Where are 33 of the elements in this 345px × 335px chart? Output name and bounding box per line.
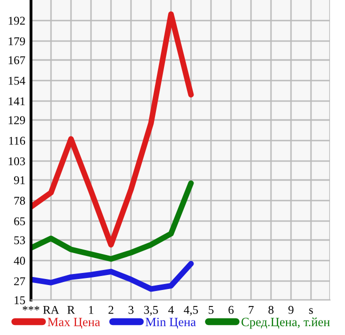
y-tick-label: 192: [8, 16, 25, 25]
x-tick-label: 5: [208, 306, 214, 314]
x-tick-label: 6: [228, 306, 234, 314]
x-tick-label: ***: [22, 306, 40, 310]
y-tick-label: 179: [8, 37, 25, 46]
x-tick-label: s: [309, 308, 313, 314]
x-tick-label: RA: [43, 306, 60, 314]
x-tick-label: 1: [89, 306, 94, 314]
y-tick-label: 27: [14, 277, 26, 286]
x-tick-label: 4,5: [184, 306, 198, 316]
y-tick-label: 78: [14, 196, 25, 205]
legend-label: Min Цена: [146, 318, 196, 329]
x-tick-label: 4: [168, 306, 174, 314]
x-tick-label: 8: [268, 306, 274, 314]
y-tick-label: 167: [8, 56, 26, 64]
y-tick-label: 53: [14, 236, 25, 244]
legend-label: Max Цена: [48, 318, 100, 329]
y-tick-label: 154: [8, 76, 26, 85]
y-tick-label: 40: [14, 256, 25, 265]
y-tick-label: 65: [14, 217, 25, 226]
y-tick-label: 91: [14, 176, 25, 184]
x-tick-label: 9: [288, 306, 294, 314]
y-tick-label: 141: [8, 97, 25, 106]
x-tick-label: 3: [128, 306, 134, 314]
x-tick-label: 7: [248, 306, 254, 314]
y-tick-label: 116: [9, 136, 26, 145]
legend-label: Сред.Цена, т.йен: [242, 318, 330, 329]
y-tick-label: 103: [8, 157, 25, 166]
x-tick-label: 3,5: [144, 306, 158, 316]
y-tick-label: 129: [8, 116, 25, 124]
y-tick-label: 15: [14, 296, 25, 304]
x-tick-label: R: [67, 306, 75, 314]
x-tick-label: 2: [108, 306, 114, 314]
